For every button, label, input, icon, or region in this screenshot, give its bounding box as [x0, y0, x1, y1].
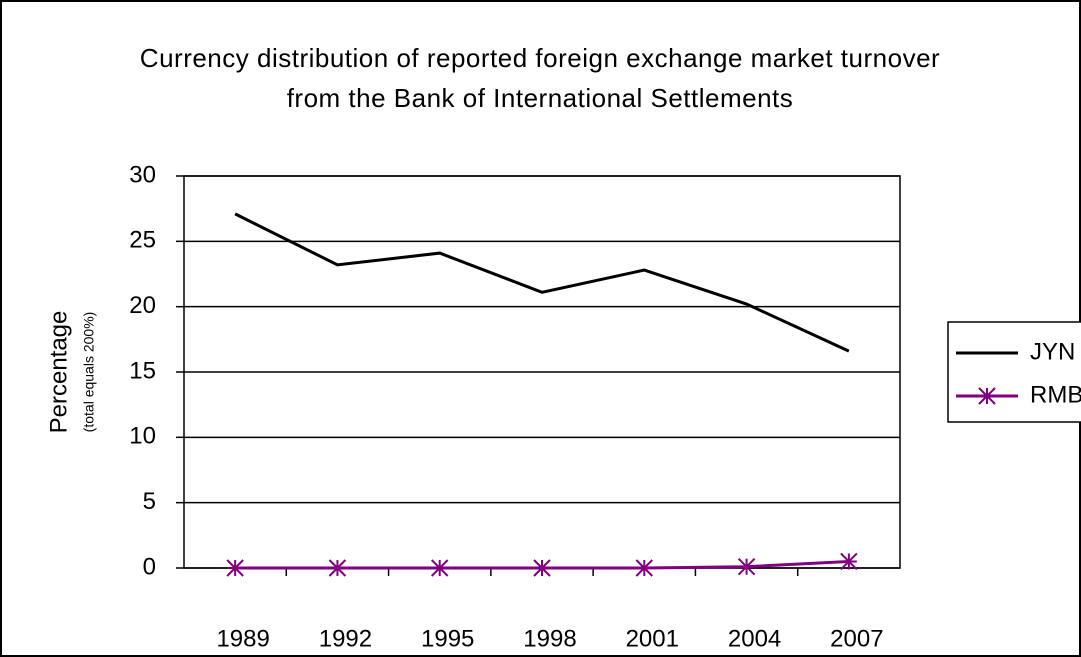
- y-tick-label: 5: [143, 488, 156, 515]
- y-axis-sublabel: (total equals 200%): [81, 312, 97, 433]
- legend-label: JYN: [1030, 338, 1075, 365]
- marker-stroke: [978, 387, 996, 405]
- x-tick-label: 1992: [319, 625, 372, 652]
- marker-stroke: [226, 559, 244, 577]
- marker-stroke: [431, 559, 449, 577]
- x-tick-label: 1998: [523, 625, 576, 652]
- marker-stroke: [533, 559, 551, 577]
- marker: [737, 557, 756, 576]
- y-tick-label: 30: [129, 161, 156, 188]
- y-tick-label: 10: [129, 423, 156, 450]
- legend-box: [947, 321, 1081, 423]
- y-tick-label: 20: [129, 292, 156, 319]
- marker-stroke: [635, 559, 653, 577]
- chart-title: Currency distribution of reported foreig…: [139, 43, 941, 113]
- marker: [978, 387, 996, 405]
- series-line: [234, 212, 850, 353]
- marker-stroke: [328, 559, 347, 577]
- legend-label: RMB: [1030, 381, 1081, 408]
- marker: [328, 559, 347, 577]
- x-tick-label: 1989: [216, 625, 269, 652]
- marker: [226, 559, 244, 577]
- x-tick-label: 2004: [728, 625, 781, 652]
- marker: [840, 552, 858, 571]
- marker-stroke: [840, 552, 858, 571]
- y-tick-label: 25: [129, 227, 156, 254]
- marker-stroke: [737, 557, 756, 576]
- marker: [635, 559, 653, 577]
- y-axis-label: Percentage: [45, 311, 72, 434]
- y-tick-label: 0: [143, 553, 156, 580]
- marker: [431, 559, 449, 577]
- marker: [533, 559, 551, 577]
- x-tick-label: 2001: [626, 625, 679, 652]
- x-tick-label: 2007: [830, 625, 883, 652]
- y-tick-label: 15: [129, 357, 156, 384]
- x-tick-label: 1995: [421, 625, 474, 652]
